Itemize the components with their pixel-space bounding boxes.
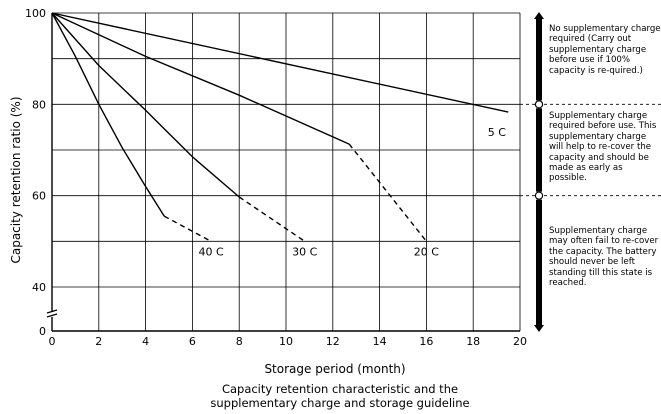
zone-text-no-charge: No supplementary charge required (Carry … [549,24,661,76]
guide-bar-arrow-top [534,12,544,19]
series-lines [51,12,509,242]
x-axis-title: Storage period (month) [264,362,405,376]
guide-bar-knob [534,191,544,200]
series-line-dashed [348,143,427,242]
caption-line-2: supplementary charge and storage guideli… [210,396,470,410]
x-tick-label: 6 [189,335,196,348]
axes [46,13,520,332]
series-label: 5 C [488,126,506,139]
y-axis-title: Capacity retention ratio (%) [9,96,23,263]
series-line-solid [51,12,165,217]
y-tick-label: 0 [39,325,46,338]
grid [52,12,521,331]
x-tick-label: 20 [513,335,527,348]
y-tick-label: 80 [32,98,46,111]
x-tick-label: 0 [49,335,56,348]
x-tick-label: 4 [142,335,149,348]
guide-bar-knob [534,100,544,109]
zone-text-may-fail: Supplementary charge may often fail to r… [549,226,659,289]
series-line-dashed [238,196,306,242]
series-line-solid [51,12,509,113]
axis-break-mark [46,309,58,314]
guide-bar-arrow-bottom [534,325,544,332]
zone-text-charge-required: Supplementary charge required before use… [549,111,657,184]
series-line-solid [51,12,350,145]
zone-boundaries [52,103,661,197]
guide-bar-segment [536,17,542,101]
axis-break-gap [48,311,56,317]
x-tick-label: 10 [279,335,293,348]
x-tick-label: 14 [373,335,387,348]
series-line-solid [51,12,240,198]
x-tick-label: 16 [419,335,433,348]
y-tick-label: 60 [32,190,46,203]
x-tick-label: 8 [236,335,243,348]
guide-bar-segment [536,108,542,192]
guide-bar [534,12,544,332]
x-tick-label: 2 [95,335,102,348]
caption-line-1: Capacity retention characteristic and th… [221,382,459,396]
y-tick-label: 40 [32,281,46,294]
y-tick-label: 100 [25,7,46,20]
x-tick-label: 18 [466,335,480,348]
axis-break-mark [46,313,58,318]
series-line-dashed [163,215,212,242]
tick-labels: 0 2 4 6 8 10 12 14 16 18 20 0 40 60 80 100 5 C 20 C 30 C 40… [25,7,527,348]
guide-bar-segment [536,199,542,327]
series-label: 40 C [199,245,224,258]
series-label: 30 C [292,245,317,258]
series-label: 20 C [414,245,439,258]
x-tick-label: 12 [326,335,340,348]
